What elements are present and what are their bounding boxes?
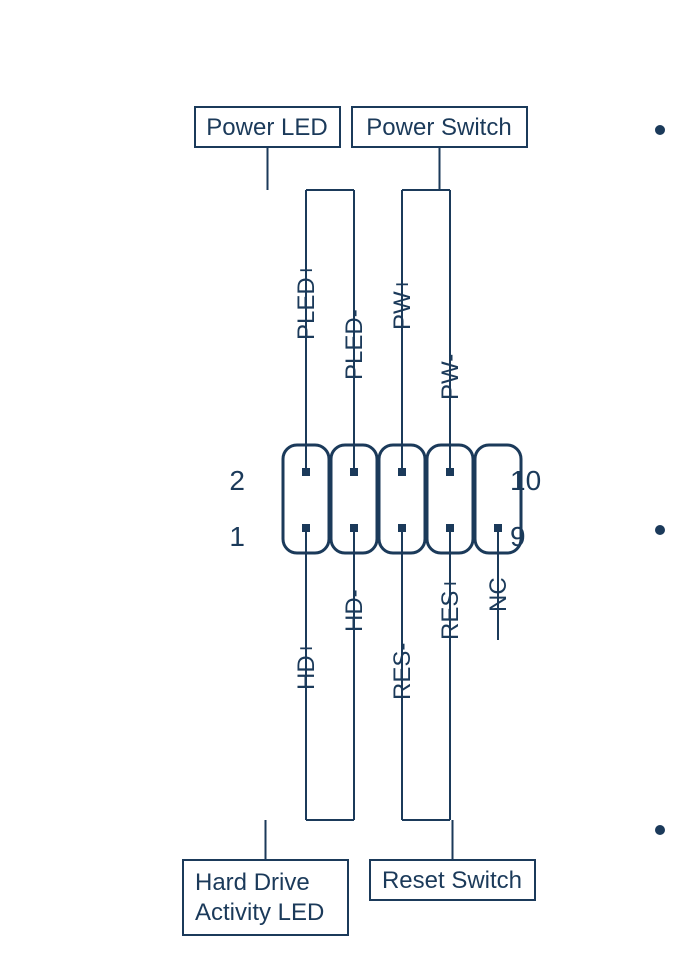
power-switch-label: Power Switch: [366, 114, 511, 141]
bullet-dot: [655, 525, 665, 535]
pin-num-1: 1: [229, 521, 245, 552]
power-led-label: Power LED: [206, 114, 327, 141]
pin-label-pled-minus: PLED-: [341, 309, 368, 380]
front-panel-header-diagram: Power LED Power Switch Hard Drive Activi…: [0, 0, 700, 979]
pin-num-9: 9: [510, 521, 526, 552]
bottom-wires: HD+ HD- RES- RES+ NC: [293, 528, 512, 780]
pin-label-pw-minusplus: PW+: [389, 277, 416, 330]
power-led-box: Power LED: [195, 107, 340, 147]
reset-switch-label: Reset Switch: [382, 867, 522, 894]
pin-label-res-minus: RES-: [389, 643, 416, 700]
pin-label-hd-minusplus: HD+: [293, 641, 320, 690]
bullet-dot: [655, 125, 665, 135]
reset-switch-box: Reset Switch: [370, 860, 535, 900]
pin-label-pw-minus: PW-: [437, 354, 464, 400]
hd-led-label-1: Hard Drive: [195, 869, 310, 896]
hd-led-box: Hard Drive Activity LED: [183, 860, 348, 935]
pin-label-res-minusplus: RES+: [437, 577, 464, 640]
bullet-dot: [655, 825, 665, 835]
top-wires: PLED+ PLED- PW+ PW-: [293, 228, 464, 472]
pin-num-2: 2: [229, 465, 245, 496]
pin-num-10: 10: [510, 465, 541, 496]
side-bullets: [655, 125, 665, 835]
pin-label-hd-minus: HD-: [341, 589, 368, 632]
pin-label-pled-minusplus: PLED+: [293, 263, 320, 340]
pin-label-nc: NC: [485, 577, 512, 612]
hd-led-label-2: Activity LED: [195, 899, 324, 926]
power-switch-box: Power Switch: [352, 107, 527, 147]
